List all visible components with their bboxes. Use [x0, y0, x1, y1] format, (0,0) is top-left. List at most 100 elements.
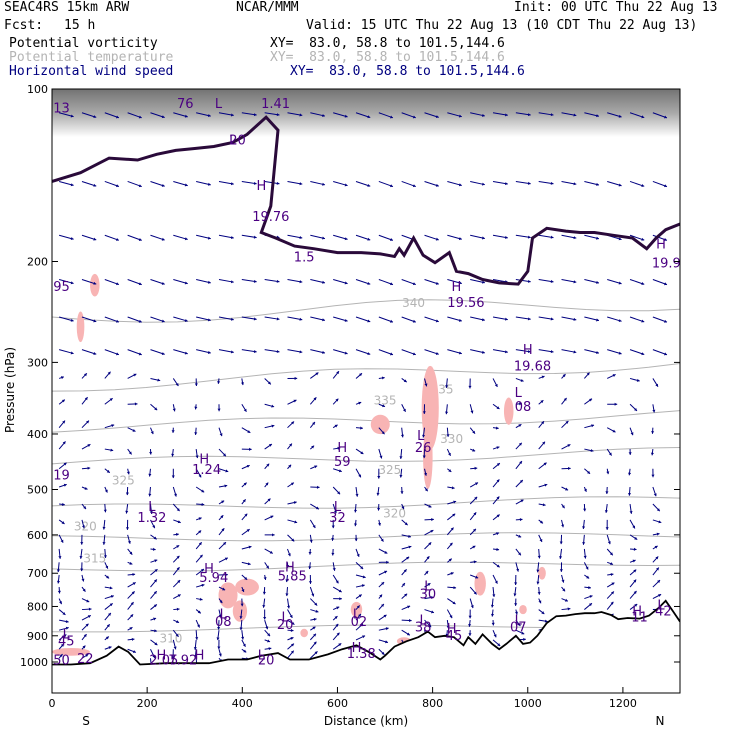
wind-arrowhead [128, 451, 132, 455]
wind-arrowhead [559, 541, 563, 545]
wind-arrowhead [332, 568, 336, 571]
wind-arrowhead [612, 374, 616, 377]
wind-arrowhead [567, 607, 571, 611]
wind-arrowhead [65, 620, 69, 624]
wind-arrowhead [582, 542, 586, 545]
wind-arrowhead [291, 621, 295, 625]
wind-arrowhead [402, 583, 405, 587]
wind-arrowhead [604, 510, 608, 513]
wind-arrowhead [618, 237, 622, 241]
wind-arrowhead [605, 527, 609, 530]
wind-arrowhead [494, 383, 498, 387]
wind-arrowhead [611, 591, 614, 595]
wind-arrowhead [542, 441, 546, 445]
wind-arrowhead [176, 508, 180, 512]
wind-arrowhead [520, 378, 524, 382]
wind-arrowhead [334, 616, 338, 620]
wind-arrowhead [219, 600, 223, 604]
x-tick-label: 600 [327, 697, 348, 710]
wind-arrowhead [197, 624, 200, 628]
wind-arrowhead [83, 634, 87, 638]
y-tick-label: 600 [27, 529, 48, 542]
wind-arrowhead [473, 560, 477, 564]
wind-arrowhead [655, 556, 659, 560]
wind-arrowhead [651, 474, 655, 478]
pv-label: 26 [415, 441, 432, 456]
wind-arrowhead [108, 646, 112, 650]
wind-arrowhead [406, 556, 410, 560]
theta-label: 330 [440, 432, 463, 446]
wind-arrowhead [240, 603, 244, 607]
wind-arrowhead [468, 624, 472, 627]
wind-arrowhead [448, 469, 452, 472]
wind-arrowhead [589, 595, 593, 598]
wind-arrowhead [262, 591, 266, 595]
wind-arrowhead [358, 401, 362, 405]
wind-arrowhead [289, 614, 293, 618]
pv-label: 19.56 [447, 296, 484, 311]
wind-arrowhead [207, 114, 211, 118]
wind-arrowhead [376, 492, 380, 496]
wind-arrowhead [107, 371, 111, 375]
wind-arrowhead [384, 570, 388, 574]
pv-label: H [452, 280, 462, 295]
wind-arrowhead [422, 455, 426, 459]
wind-arrowhead [355, 493, 359, 497]
wind-arrowhead [105, 565, 109, 569]
wind-arrowhead [610, 562, 614, 566]
wind-arrowhead [468, 385, 472, 389]
axes: 100 200 300 400 500 600 700 800 900 1000 0 200 400 60… [20, 83, 680, 710]
wind-arrowhead [115, 184, 119, 188]
wind-arrowhead [527, 181, 531, 185]
pv-shaded-region [90, 273, 100, 297]
terrain-fill [52, 600, 680, 693]
theta-contour-line [52, 410, 680, 433]
wind-arrowhead [102, 542, 106, 545]
wind-arrowhead [312, 525, 316, 529]
wind-arrowhead [176, 555, 180, 559]
wind-arrowhead [428, 624, 432, 628]
wind-arrowhead [253, 113, 257, 117]
wind-arrowhead [125, 527, 130, 530]
x-tick-label: 0 [49, 697, 56, 710]
wind-arrowhead [299, 350, 303, 354]
wind-arrowhead [70, 237, 74, 241]
theta-label: 310 [159, 632, 182, 646]
wind-arrowhead [106, 469, 110, 473]
wind-arrowhead [514, 611, 518, 615]
wind-arrowhead [424, 383, 428, 387]
wind-arrowhead [129, 551, 133, 555]
wind-arrowhead [468, 615, 472, 619]
wind-arrowhead [474, 496, 478, 500]
wind-arrowhead [550, 350, 554, 354]
wind-arrowhead [93, 237, 97, 241]
wind-arrowhead [641, 319, 645, 323]
wind-arrowhead [152, 547, 156, 551]
field-name-wind: Horizontal wind speed [9, 64, 174, 79]
wind-arrowhead [384, 550, 388, 554]
wind-arrowhead [540, 400, 544, 404]
pv-label: 38 [415, 621, 432, 636]
wind-arrowhead [184, 318, 188, 322]
wind-arrowhead [641, 184, 645, 187]
wind-arrowhead [201, 489, 205, 493]
wind-arrowhead [403, 569, 407, 573]
pv-shaded-region [76, 311, 85, 343]
wind-arrowhead [333, 510, 337, 514]
wind-arrowhead [198, 542, 202, 546]
wind-arrowhead [495, 426, 499, 430]
wind-arrowhead [633, 547, 637, 551]
wind-arrowhead [399, 474, 403, 478]
pv-label: L [424, 579, 432, 594]
org-title: NCAR/MMM [236, 0, 299, 15]
wind-arrowhead [184, 237, 188, 241]
pv-label: L [215, 97, 223, 112]
wind-arrowhead [458, 183, 462, 187]
wind-arrowhead [627, 493, 632, 496]
wind-arrowhead [565, 487, 569, 491]
wind-arrowhead [80, 542, 84, 545]
wind-arrowhead [289, 443, 292, 447]
wind-arrowhead [470, 410, 474, 414]
wind-arrowhead [344, 114, 348, 118]
wind-arrowhead [265, 626, 269, 630]
